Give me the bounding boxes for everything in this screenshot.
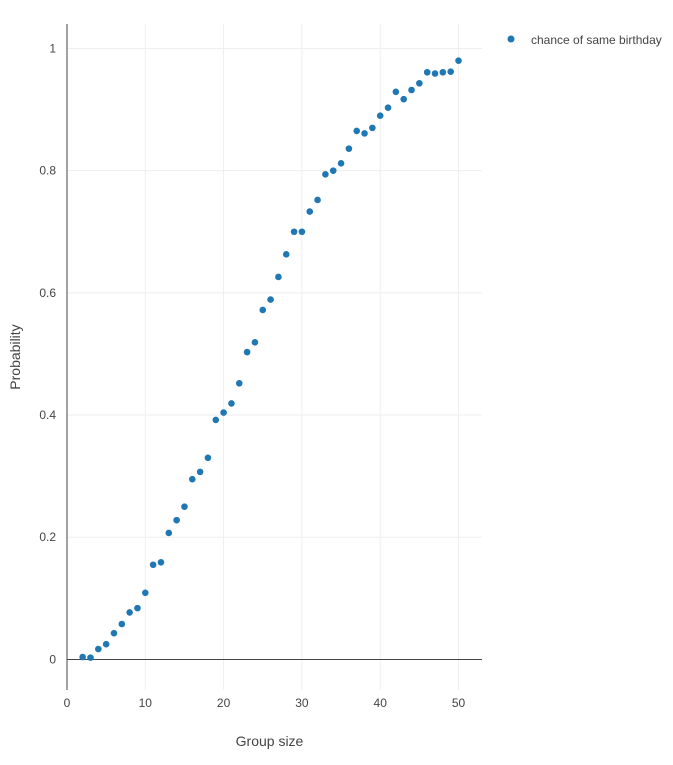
data-point: [165, 529, 173, 537]
data-point: [173, 516, 180, 524]
y-tick-label: 0: [49, 652, 56, 666]
data-point: [118, 620, 126, 628]
data-point: [322, 171, 329, 178]
data-point: [134, 604, 141, 612]
data-point: [267, 296, 274, 303]
data-point: [329, 167, 337, 174]
data-point: [345, 145, 353, 152]
legend[interactable]: chance of same birthday: [507, 33, 662, 47]
data-point: [275, 273, 282, 281]
x-tick-label: 30: [295, 696, 309, 710]
data-point: [157, 558, 165, 566]
data-point: [228, 400, 235, 407]
data-point: [439, 68, 447, 76]
y-axis-ticks: 0 0.2 0.4 0.6 0.8 1: [39, 41, 56, 666]
data-point: [126, 609, 133, 616]
x-tick-label: 40: [374, 696, 388, 710]
data-point: [337, 160, 345, 167]
grid: [67, 24, 482, 690]
data-point: [361, 130, 368, 137]
data-point: [455, 57, 462, 64]
data-point: [259, 306, 267, 314]
data-point: [181, 503, 188, 510]
x-tick-label: 20: [217, 696, 231, 710]
y-axis-title: Probability: [7, 324, 23, 389]
data-point: [196, 468, 204, 476]
data-point: [392, 88, 400, 96]
data-point: [384, 104, 392, 112]
y-tick-label: 0.4: [39, 408, 56, 422]
x-axis-ticks: 0 10 20 30 40 50: [64, 696, 466, 710]
data-point: [188, 475, 196, 483]
x-tick-label: 0: [64, 696, 71, 710]
data-point: [447, 68, 454, 75]
data-point: [353, 127, 361, 135]
data-point: [423, 68, 431, 76]
data-point: [376, 112, 384, 119]
data-point: [87, 654, 94, 661]
x-tick-label: 10: [139, 696, 153, 710]
data-point: [306, 208, 314, 215]
y-tick-label: 1: [49, 41, 56, 55]
data-point: [298, 228, 306, 236]
data-point: [212, 416, 220, 424]
data-point: [235, 379, 243, 387]
legend-label: chance of same birthday: [531, 33, 662, 47]
data-point: [369, 124, 376, 132]
data-point: [400, 95, 407, 103]
data-point: [416, 79, 423, 87]
data-point: [243, 348, 251, 356]
data-point: [290, 228, 298, 236]
data-point: [149, 561, 157, 569]
data-point: [142, 589, 149, 597]
data-point: [431, 70, 439, 77]
y-tick-label: 0.6: [39, 286, 56, 300]
y-tick-label: 0.2: [39, 530, 56, 544]
data-point: [220, 409, 227, 416]
data-point: [314, 196, 321, 204]
data-points: [79, 57, 462, 661]
y-tick-label: 0.8: [39, 164, 56, 178]
data-point: [282, 251, 290, 258]
data-point: [204, 454, 212, 462]
x-tick-label: 50: [452, 696, 466, 710]
data-point: [110, 629, 118, 637]
data-point: [408, 86, 415, 94]
data-point: [79, 653, 86, 661]
data-point: [102, 640, 110, 648]
data-point: [95, 645, 102, 653]
legend-marker: [507, 35, 515, 43]
data-point: [251, 339, 259, 346]
x-axis-title: Group size: [236, 733, 304, 749]
